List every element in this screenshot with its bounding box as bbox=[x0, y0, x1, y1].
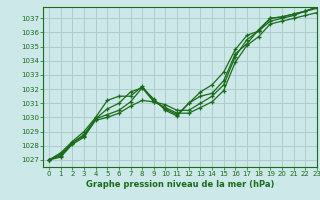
X-axis label: Graphe pression niveau de la mer (hPa): Graphe pression niveau de la mer (hPa) bbox=[86, 180, 274, 189]
